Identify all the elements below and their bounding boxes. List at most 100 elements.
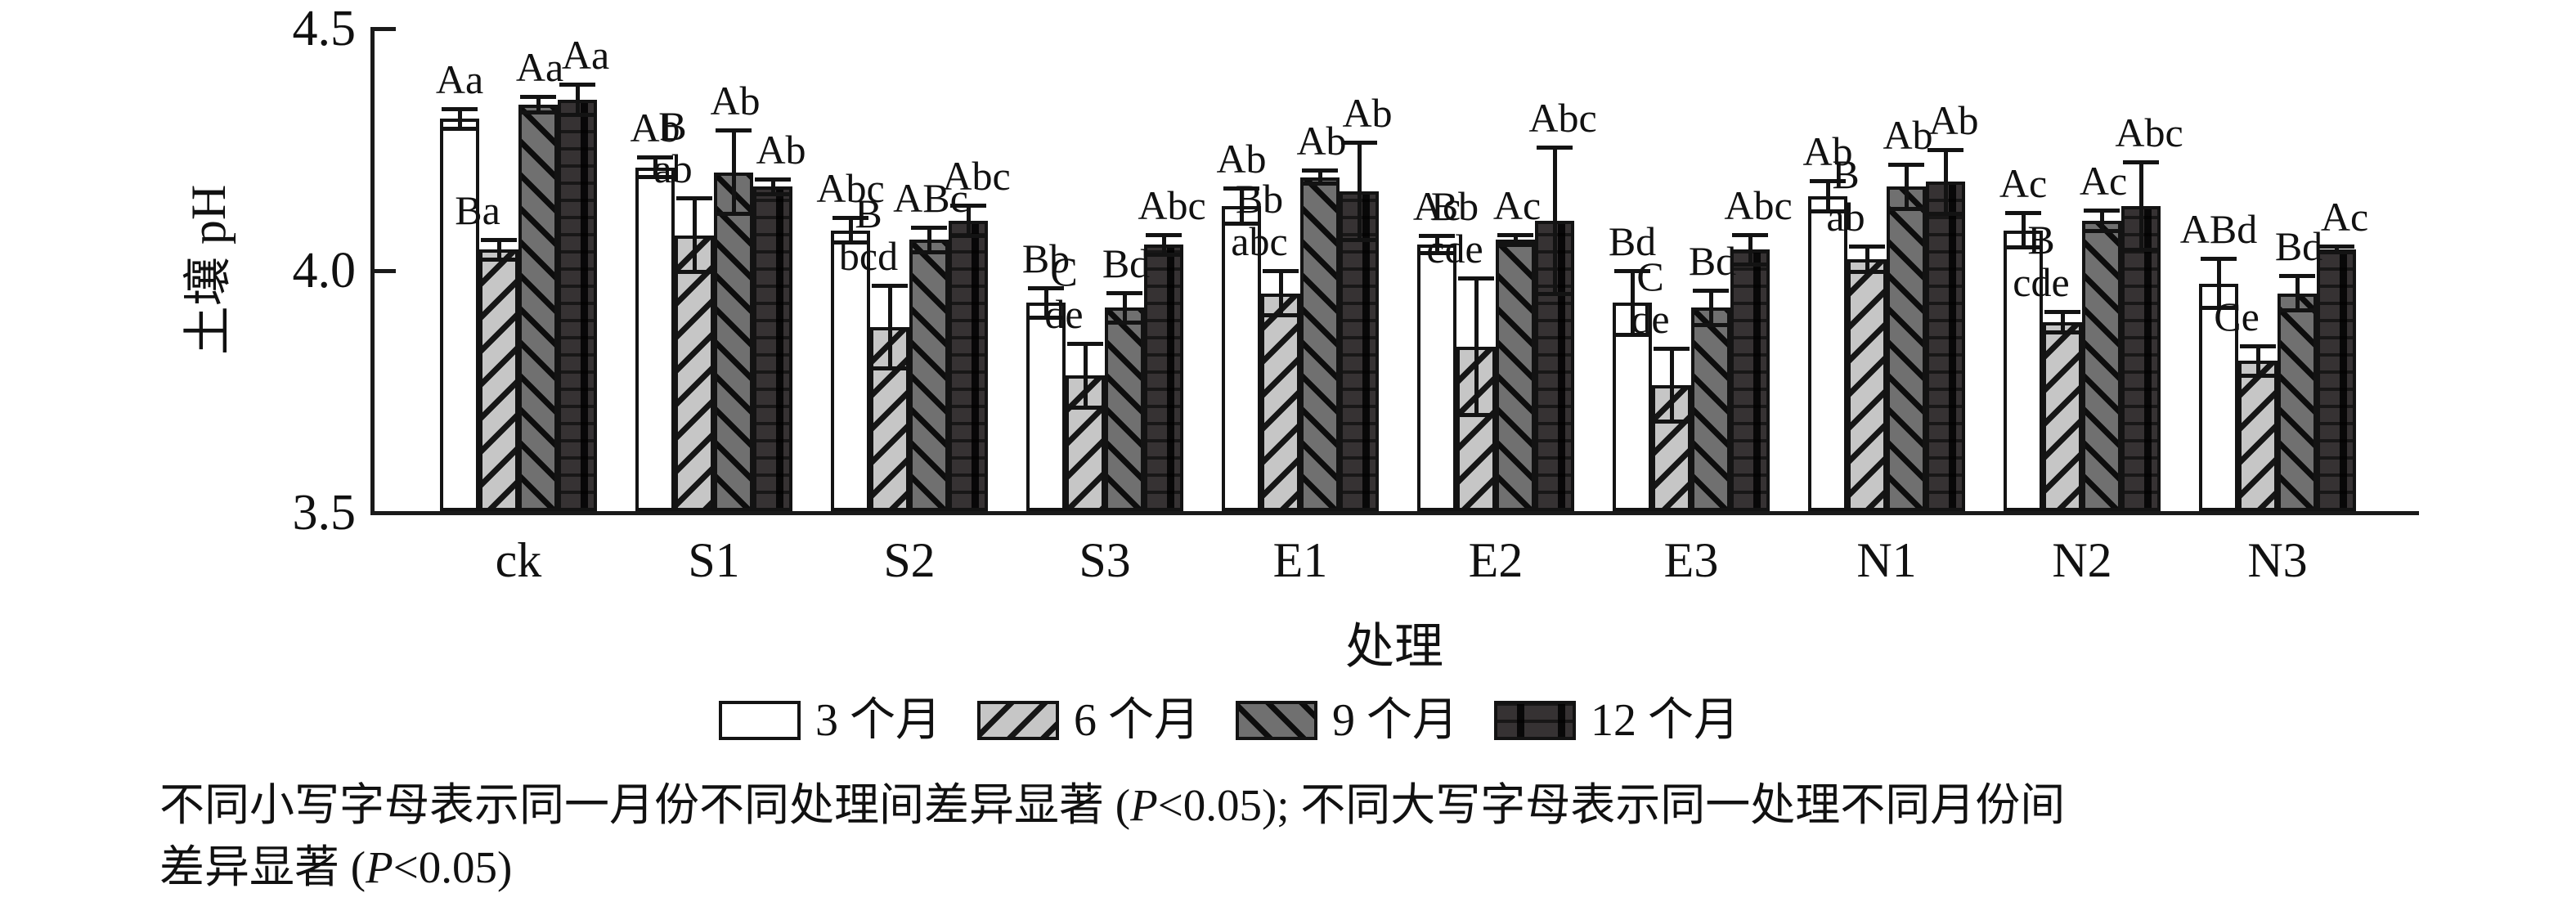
error-bar-stem [1669, 346, 1674, 424]
error-bar [1341, 141, 1377, 243]
bar-S1-6个月 [675, 235, 714, 511]
error-bar [1810, 179, 1846, 213]
bar-ck-9个月 [518, 104, 558, 511]
bar-N2-3个月 [2004, 230, 2043, 511]
bar-E3-9个月 [1691, 307, 1730, 511]
error-bar [1497, 232, 1533, 248]
significance-letters: Bd [2274, 222, 2323, 269]
error-bar-stem [1943, 148, 1948, 216]
x-category-label-E2: E2 [1468, 533, 1524, 587]
bar-S1-9个月 [714, 172, 753, 511]
x-category-label-E1: E1 [1272, 533, 1328, 587]
significance-letters: Ab [630, 104, 680, 150]
significance-letters: Ac [2320, 194, 2369, 240]
error-bar-stem [1434, 234, 1439, 256]
bar-N2-6个月 [2043, 322, 2082, 511]
significance-letters: Aa [561, 32, 610, 79]
significance-letters: Ba [455, 186, 500, 233]
bar-E1-6个月 [1261, 293, 1300, 511]
significance-letters: Ab [1296, 118, 1347, 164]
y-tick-label: 4.5 [292, 1, 357, 56]
significance-letters: Ab [1928, 97, 1979, 143]
error-bar [442, 106, 478, 132]
legend-label: 12 个月 [1591, 695, 1739, 746]
error-bar-stem [1904, 162, 1909, 211]
error-bar [1537, 146, 1573, 296]
significance-letters: Ab [1216, 136, 1267, 182]
legend-swatch-hatch-back [1236, 701, 1317, 740]
error-bar-stem [2334, 245, 2339, 255]
error-bar [481, 237, 517, 263]
bar-E1-12个月 [1340, 191, 1379, 511]
significance-letters: Ab [756, 126, 806, 173]
error-bar-stem [2021, 210, 2026, 250]
error-bar-stem [927, 225, 931, 255]
error-bar-stem [496, 237, 501, 263]
significance-letters: Abc [1138, 182, 1206, 228]
significance-letters: Ab [710, 78, 761, 124]
bar-N3-3个月 [2199, 283, 2238, 511]
legend-label: 3 个月 [815, 695, 941, 746]
y-axis-title: 土壤 pH [182, 184, 236, 356]
error-bar [1732, 232, 1768, 267]
bar-ck-3个月 [440, 119, 479, 511]
plot-area: 4.5 4.0 3.5 土壤 pH Aa Ab Abc Bb Ab Ac Bd Ab Ac ABd Ba B … [182, 1, 2419, 672]
error-bar [716, 128, 752, 216]
legend-item: 3 个月 [719, 697, 941, 744]
legend-label: 9 个月 [1332, 695, 1458, 746]
bar-E3-3个月 [1613, 303, 1652, 511]
bar-N2-9个月 [2082, 220, 2121, 511]
error-bar-stem [1513, 232, 1518, 248]
bar-ck-6个月 [479, 249, 518, 511]
x-category-label-E3: E3 [1663, 533, 1719, 587]
bar-S3-9个月 [1105, 307, 1144, 511]
bar-N3-9个月 [2278, 293, 2317, 511]
significance-letters: B cde [2013, 217, 2070, 306]
error-bar-stem [848, 215, 853, 245]
error-bar-stem [1083, 341, 1088, 410]
x-category-label-ck: ck [495, 533, 542, 587]
error-bar-stem [966, 204, 971, 238]
error-bar [1223, 186, 1259, 226]
bar-E2-9个月 [1496, 240, 1535, 511]
error-bar-stem [1239, 186, 1244, 226]
legend-item: 9 个月 [1236, 697, 1458, 744]
significance-letters: B bcd [838, 190, 899, 279]
error-bar-stem [575, 83, 580, 117]
error-bar [1067, 341, 1103, 410]
significance-letters: Bd [1608, 218, 1657, 264]
error-bar [755, 177, 791, 197]
error-bar-stem [2295, 273, 2300, 313]
error-bar-stem [731, 128, 736, 216]
legend-label: 6 个月 [1074, 695, 1200, 746]
error-bar [676, 196, 712, 274]
error-bar-stem [1317, 168, 1322, 186]
error-bar-stem [1122, 290, 1127, 325]
error-bar [1263, 269, 1299, 318]
y-tick-label: 3.5 [292, 485, 357, 541]
significance-letters: Bb cde [1426, 182, 1483, 271]
bar-N1-3个月 [1808, 196, 1847, 511]
error-bar-stem [1278, 269, 1283, 318]
significance-letters: Ac [2079, 158, 2128, 204]
error-bar [872, 283, 908, 371]
significance-letters: Abc [2115, 109, 2183, 155]
significance-letters: Ab [1342, 90, 1393, 137]
significance-letters: Ac [1412, 183, 1461, 230]
bar-S3-12个月 [1144, 245, 1183, 511]
error-bar-stem [1630, 269, 1635, 337]
error-bar-stem [887, 283, 892, 371]
significance-letters: Aa [435, 56, 484, 102]
bar-S2-12个月 [949, 220, 988, 511]
x-category-label-N3: N3 [2247, 533, 2308, 587]
x-category-label-N1: N1 [1856, 533, 1917, 587]
significance-letters: Bb abc [1231, 176, 1288, 264]
significance-letters: B ab [653, 103, 693, 192]
error-bar-stem [1043, 285, 1048, 321]
error-bar-stem [770, 177, 775, 197]
y-tick-label: 4.0 [292, 243, 357, 298]
bar-E2-3个月 [1417, 245, 1456, 511]
x-axis-line [370, 511, 2419, 515]
error-bar [2005, 210, 2041, 250]
bar-N1-9个月 [1887, 186, 1926, 511]
